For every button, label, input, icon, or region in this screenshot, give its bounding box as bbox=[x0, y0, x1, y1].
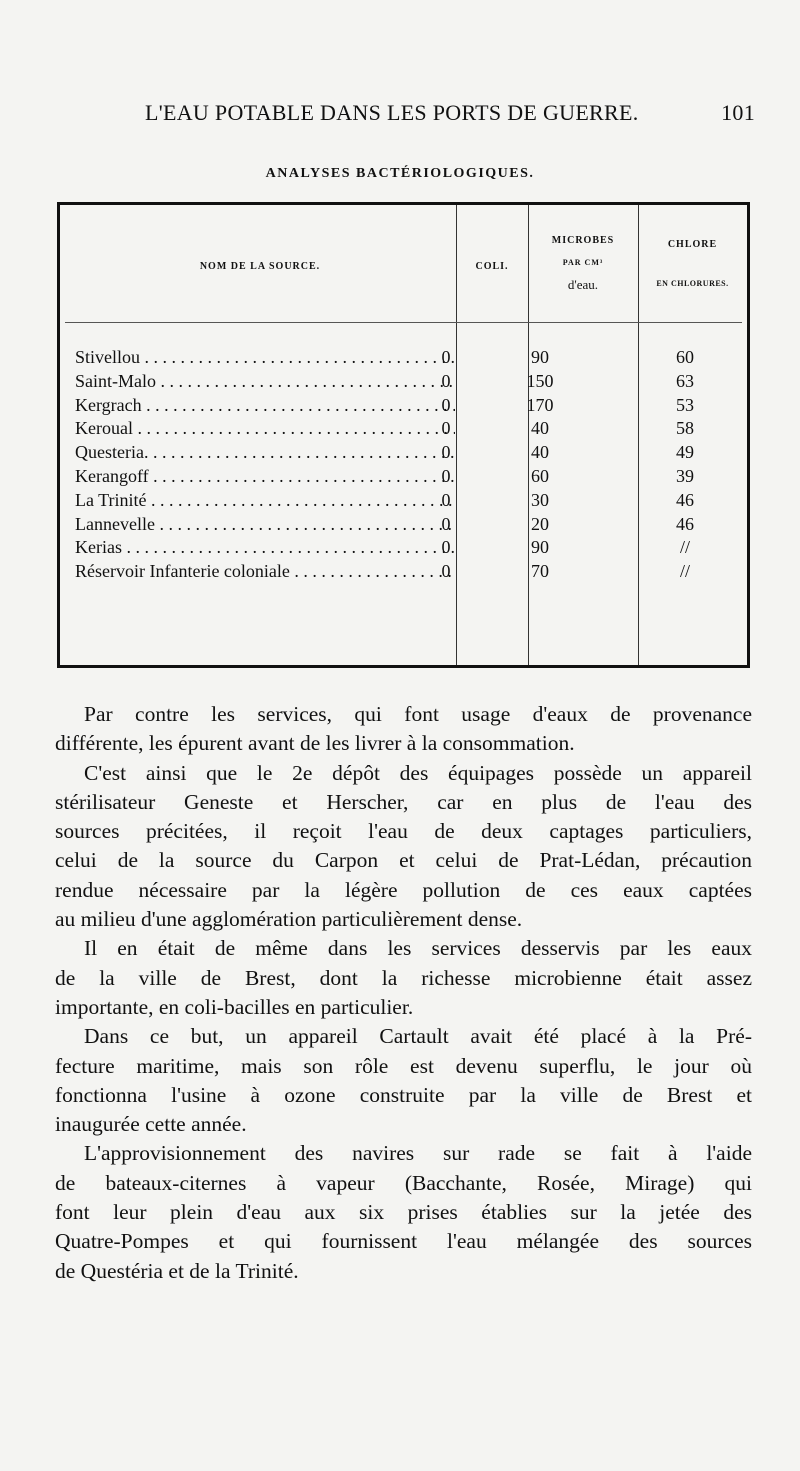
source-name: Lannevelle bbox=[75, 514, 455, 535]
table-caption: ANALYSES BACTÉRIOLOGIQUES. bbox=[265, 166, 535, 181]
text-line: fonctionna l'usine à ozone construite pa… bbox=[55, 1082, 752, 1107]
table-row: Questeria. 0 40 49 bbox=[75, 442, 745, 466]
microbes-value: 170 bbox=[526, 394, 554, 415]
source-name: Kerias bbox=[75, 537, 455, 558]
coli-value: 0 bbox=[441, 513, 451, 534]
source-name: Réservoir Infanterie coloniale bbox=[75, 561, 455, 582]
microbes-value: 90 bbox=[531, 347, 549, 367]
chlore-value: 53 bbox=[676, 394, 694, 415]
source-name: Stivellou bbox=[75, 347, 455, 368]
table-row: Réservoir Infanterie coloniale 0 70 // bbox=[75, 561, 745, 585]
chlore-value: 46 bbox=[676, 513, 694, 534]
source-name: Questeria. bbox=[75, 442, 455, 463]
header-microbes-unit: PAR CM³ bbox=[562, 258, 604, 267]
running-head: L'EAU POTABLE DANS LES PORTS DE GUERRE. … bbox=[145, 100, 755, 126]
microbes-value: 30 bbox=[531, 489, 549, 510]
text-line: inaugurée cette année. bbox=[55, 1112, 247, 1137]
coli-value: 0 bbox=[441, 394, 451, 415]
chlore-value: // bbox=[679, 561, 690, 582]
text-line: Il en était de même dans les services de… bbox=[84, 936, 752, 961]
chlore-value: 49 bbox=[676, 442, 694, 463]
text-line: celui de la source du Carpon et celui de… bbox=[55, 848, 752, 873]
microbes-value: 60 bbox=[531, 466, 549, 486]
coli-value: 0 bbox=[441, 466, 451, 486]
header-chlore-unit: EN CHLORURES. bbox=[656, 279, 729, 288]
table-row: Keroual 0 40 58 bbox=[75, 418, 745, 442]
coli-value: 0 bbox=[441, 418, 451, 439]
chlore-value: 60 bbox=[676, 347, 694, 367]
body-text: Par contre les services, qui font usage … bbox=[55, 700, 752, 1286]
header-source: NOM DE LA SOURCE. bbox=[199, 261, 321, 272]
text-line: Dans ce but, un appareil Cartault avait … bbox=[84, 1024, 752, 1049]
page-number: 101 bbox=[721, 100, 755, 125]
source-name: Keroual bbox=[75, 418, 455, 439]
table-row: La Trinité 0 30 46 bbox=[75, 490, 745, 514]
text-line: font leur plein d'eau aux six prises éta… bbox=[55, 1200, 752, 1225]
microbes-value: 150 bbox=[526, 370, 554, 391]
text-line: de Questéria et de la Trinité. bbox=[55, 1258, 299, 1283]
table-row: Kerias 0 90 // bbox=[75, 537, 745, 561]
table-row: Stivellou 0 90 60 bbox=[75, 347, 745, 371]
text-line: sources précitées, il reçoit l'eau de de… bbox=[55, 819, 752, 844]
microbes-value: 90 bbox=[531, 537, 549, 558]
header-coli: COLI. bbox=[475, 261, 509, 272]
table-row: Kergrach 0 170 53 bbox=[75, 395, 745, 419]
analysis-table: NOM DE LA SOURCE. COLI. MICROBES PAR CM³… bbox=[57, 202, 750, 668]
text-line: stérilisateur Geneste et Herscher, car e… bbox=[55, 789, 752, 814]
source-name: La Trinité bbox=[75, 490, 455, 511]
text-line: C'est ainsi que le 2e dépôt des équipage… bbox=[84, 760, 752, 785]
chlore-value: 46 bbox=[676, 489, 694, 510]
coli-value: 0 bbox=[441, 561, 451, 582]
coli-value: 0 bbox=[441, 347, 451, 367]
text-line: de bateaux-citernes à vapeur (Bacchante,… bbox=[55, 1170, 752, 1195]
source-name: Kergrach bbox=[75, 395, 455, 416]
coli-value: 0 bbox=[441, 442, 451, 463]
column-divider bbox=[456, 205, 457, 665]
microbes-value: 20 bbox=[531, 513, 549, 534]
chlore-value: 39 bbox=[676, 466, 694, 486]
coli-value: 0 bbox=[441, 489, 451, 510]
chlore-value: 58 bbox=[676, 418, 694, 439]
text-line: Par contre les services, qui font usage … bbox=[84, 702, 752, 726]
header-microbes-per: d'eau. bbox=[567, 277, 599, 292]
microbes-value: 40 bbox=[531, 418, 549, 439]
table-row: Kerangoff 0 60 39 bbox=[75, 466, 745, 490]
column-divider bbox=[528, 205, 529, 665]
chlore-value: 63 bbox=[676, 370, 694, 391]
text-line: de la ville de Brest, dont la richesse m… bbox=[55, 965, 752, 990]
table-row: Lannevelle 0 20 46 bbox=[75, 514, 745, 538]
microbes-value: 40 bbox=[531, 442, 549, 463]
header-microbes: MICROBES bbox=[551, 235, 615, 246]
source-name: Saint-Malo bbox=[75, 371, 455, 392]
coli-value: 0 bbox=[441, 370, 451, 391]
text-line: fecture maritime, mais son rôle est deve… bbox=[55, 1053, 752, 1078]
text-line: Quatre-Pompes et qui fournissent l'eau m… bbox=[55, 1229, 752, 1254]
source-name: Kerangoff bbox=[75, 466, 455, 487]
running-head-title: L'EAU POTABLE DANS LES PORTS DE GUERRE. bbox=[145, 100, 639, 125]
coli-value: 0 bbox=[441, 537, 451, 558]
text-line: L'approvisionnement des navires sur rade… bbox=[84, 1141, 752, 1166]
microbes-value: 70 bbox=[531, 561, 549, 582]
column-divider bbox=[638, 205, 639, 665]
text-line: rendue nécessaire par la légère pollutio… bbox=[55, 877, 752, 902]
text-line: au milieu d'une agglomération particuliè… bbox=[55, 907, 523, 932]
table-row: Saint-Malo 0 150 63 bbox=[75, 371, 745, 395]
header-chlore: CHLORE bbox=[667, 239, 718, 250]
chlore-value: // bbox=[679, 537, 690, 558]
text-line: différente, les épurent avant de les liv… bbox=[55, 731, 575, 756]
text-line: importante, en coli-bacilles en particul… bbox=[55, 994, 414, 1019]
header-divider bbox=[65, 322, 742, 323]
